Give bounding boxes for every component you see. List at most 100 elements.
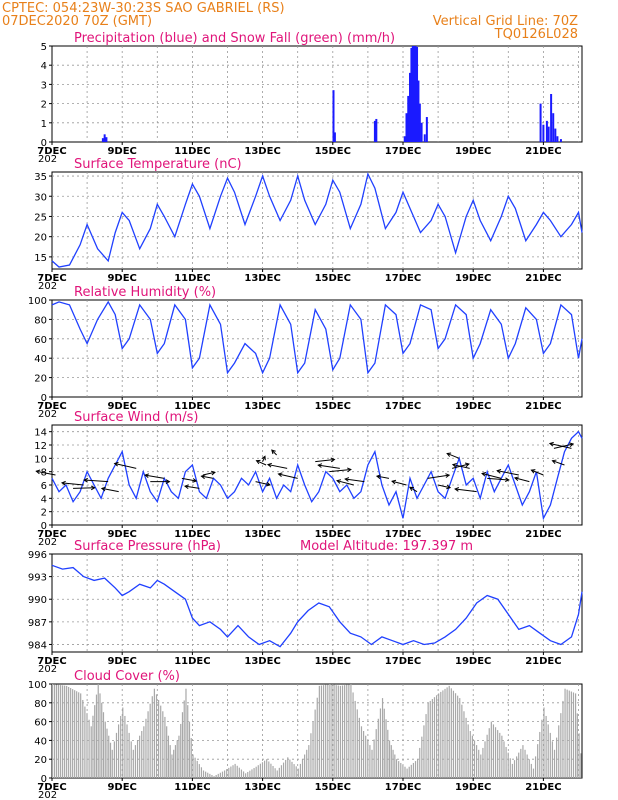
wind-arrow-head (330, 457, 336, 463)
cloud-area-bar (558, 725, 560, 778)
cloud-xtick-label: 17DEC (385, 782, 421, 793)
cloud-xtick-label: 13DEC (244, 782, 280, 793)
cloud-area-bar (473, 740, 476, 778)
cloud-area-bar (412, 762, 415, 778)
wind-arrow-shaft (336, 480, 354, 486)
rh-xtick-label: 21DEC (525, 401, 561, 412)
cloud-area-bar (213, 776, 215, 778)
wind-xtick-label: 7DEC (37, 529, 66, 540)
cloud-area-bar (509, 758, 511, 778)
precip-ytick-label: 2 (41, 100, 47, 111)
wind-arrow-head (569, 442, 575, 448)
cloud-area-bar (528, 759, 530, 778)
cloud-area-bar (259, 763, 261, 778)
wind-arrow-shaft (184, 485, 200, 489)
cloud-area-bar (185, 688, 187, 778)
wind-arrow-head (481, 471, 487, 477)
cloud-area-bar (128, 732, 130, 778)
wind-arrow-shaft (455, 488, 477, 493)
precip-bar (539, 103, 542, 142)
precip-bar (407, 95, 410, 142)
cloud-area-bar (255, 766, 257, 778)
cloud-area-bar (108, 735, 110, 778)
cloud-area-bar (511, 763, 514, 778)
cloud-xtick-label: 19DEC (455, 782, 491, 793)
pressure-year-stub: 202 (38, 664, 57, 675)
cloud-area-bar (373, 739, 375, 778)
cloud-area-bar (467, 724, 469, 778)
temp-ytick-label: 15 (34, 253, 47, 264)
precip-bar (405, 113, 408, 142)
cloud-area-bar (392, 749, 394, 778)
temp-title: Surface Temperature (nC) (74, 157, 242, 172)
precip-xtick-label: 9DEC (107, 146, 136, 157)
rh-title: Relative Humidity (%) (74, 285, 216, 300)
cloud-area-bar (480, 754, 482, 778)
cloud-area-bar (572, 692, 575, 778)
cloud-area-bar (320, 685, 323, 778)
cloud-area-bar (264, 760, 266, 778)
cloud-area-bar (109, 742, 112, 778)
rh-frame (51, 299, 583, 398)
precip-ytick-label: 0 (41, 138, 47, 149)
cloud-area-bar (149, 703, 151, 778)
header-grid-line: Vertical Grid Line: 70Z (433, 14, 578, 29)
cloud-area-bar (501, 735, 503, 778)
cloud-area-bar (482, 747, 484, 778)
cloud-area-bar (242, 771, 245, 778)
cloud-area-bar (202, 770, 205, 778)
cloud-area-bar (136, 740, 139, 778)
wind-arrow-head (347, 467, 352, 473)
pressure-ytick-label: 996 (28, 550, 47, 561)
pressure-xtick-label: 11DEC (174, 656, 210, 667)
cloud-area-bar (297, 768, 299, 778)
cloud-area-bar (247, 771, 249, 778)
pressure-series-line (51, 564, 583, 648)
cloud-area-bar (543, 707, 545, 778)
rh-xtick-label: 19DEC (455, 401, 491, 412)
cloud-area-bar (532, 768, 535, 778)
cloud-area-bar (429, 700, 431, 778)
cloud-area-bar (196, 760, 198, 778)
wind-arrow-head (144, 473, 150, 478)
cloud-area-bar (164, 716, 166, 778)
cloud-area-bar (97, 684, 99, 778)
wind-ytick-label: 4 (41, 494, 47, 505)
cloud-area-bar (513, 760, 516, 778)
wind-arrow-shaft (101, 487, 119, 493)
cloud-area-bar (174, 745, 177, 778)
cloud-ytick-label: 0 (41, 774, 47, 785)
rh-ytick-label: 20 (34, 374, 47, 385)
cloud-area-bar (383, 708, 385, 778)
cloud-area-bar (82, 699, 84, 778)
wind-arrow-shaft (345, 478, 365, 483)
cloud-area-bar (316, 697, 318, 778)
cloud-area-bar (293, 764, 295, 778)
cloud-area-bar (176, 740, 178, 778)
cloud-area-bar (245, 773, 247, 778)
cloud-area-bar (180, 723, 182, 778)
wind-arrow-shaft (409, 486, 418, 493)
wind-arrow-shaft (552, 460, 565, 466)
cloud-area-bar (387, 729, 389, 778)
wind-arrow-head (277, 472, 283, 478)
wind-arrow-shaft (376, 475, 390, 479)
wind-xtick-label: 19DEC (455, 529, 491, 540)
cloud-area-bar (385, 719, 387, 778)
cloud-area-bar (106, 728, 108, 778)
wind-arrow-shaft (61, 482, 84, 486)
rh-ytick-label: 0 (41, 393, 47, 404)
wind-arrow-head (551, 459, 557, 465)
cloud-area-bar (230, 766, 232, 778)
cloud-area-bar (155, 694, 158, 778)
precip-bar (417, 80, 420, 142)
cloud-area-bar (113, 741, 115, 778)
wind-arrow-head (192, 478, 198, 483)
cloud-area-bar (562, 700, 564, 778)
wind-arrow-head (391, 479, 397, 485)
rh-xtick-label: 11DEC (174, 401, 210, 412)
cloud-ytick-label: 80 (34, 699, 47, 710)
cloud-area-bar (141, 731, 143, 778)
cloud-area-bar (111, 749, 113, 778)
temp-series-line (51, 172, 583, 268)
